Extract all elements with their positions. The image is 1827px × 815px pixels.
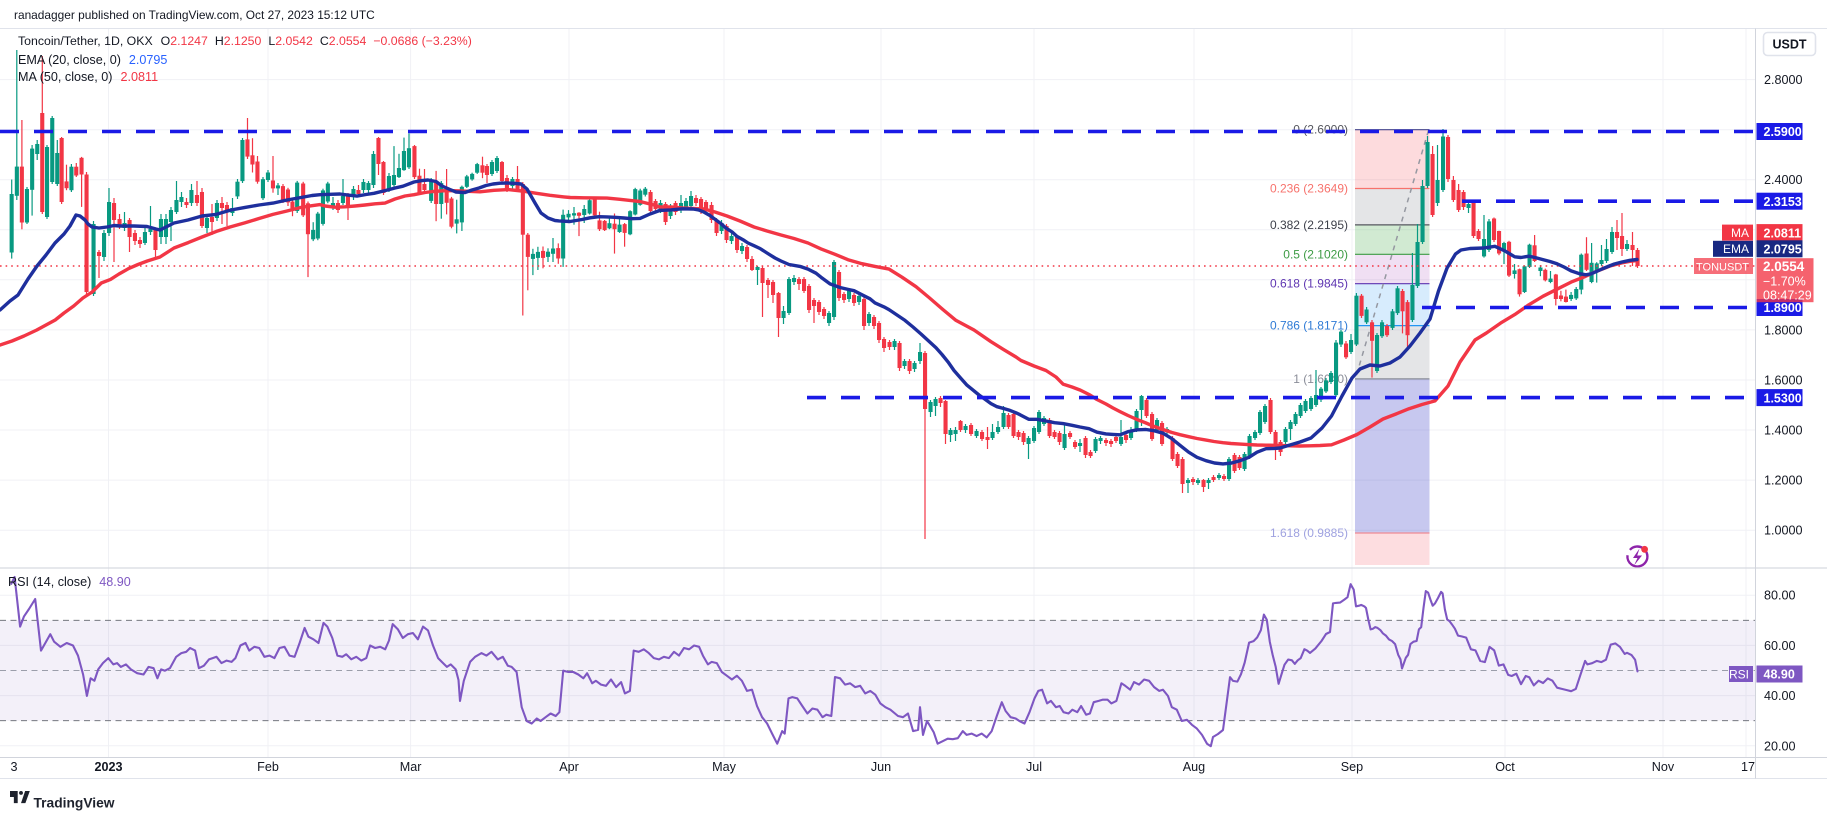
svg-text:Oct: Oct — [1495, 760, 1515, 774]
svg-text:Feb: Feb — [257, 760, 279, 774]
svg-text:2.5900: 2.5900 — [1764, 125, 1802, 139]
svg-text:17: 17 — [1741, 760, 1755, 774]
svg-text:3: 3 — [10, 760, 17, 774]
svg-text:2.0811: 2.0811 — [1764, 226, 1802, 240]
svg-text:Jul: Jul — [1026, 760, 1042, 774]
svg-text:2.4000: 2.4000 — [1764, 173, 1803, 187]
svg-text:USDT: USDT — [1772, 38, 1806, 52]
svg-text:1.8900: 1.8900 — [1764, 301, 1802, 315]
svg-text:ranadagger published on Tradin: ranadagger published on TradingView.com,… — [14, 8, 375, 22]
svg-text:TradingView: TradingView — [34, 796, 115, 811]
svg-text:1.0000: 1.0000 — [1764, 524, 1803, 538]
svg-text:80.00: 80.00 — [1764, 589, 1796, 603]
svg-text:−1.70%: −1.70% — [1763, 274, 1806, 288]
svg-text:0.786 (1.8171): 0.786 (1.8171) — [1270, 319, 1348, 333]
svg-text:1.6000: 1.6000 — [1764, 374, 1803, 388]
svg-text:Apr: Apr — [559, 760, 579, 774]
svg-text:0.236 (2.3649): 0.236 (2.3649) — [1270, 182, 1348, 196]
svg-text:1 (1.6040): 1 (1.6040) — [1293, 372, 1348, 386]
svg-text:Nov: Nov — [1652, 760, 1675, 774]
svg-text:MA (50, close, 0)2.0811: MA (50, close, 0) 2.0811 — [18, 70, 158, 84]
svg-text:EMA: EMA — [1723, 242, 1749, 256]
svg-text:0.5 (2.1020): 0.5 (2.1020) — [1283, 247, 1348, 261]
svg-text:2023: 2023 — [94, 760, 122, 774]
svg-text:Jun: Jun — [871, 760, 891, 774]
svg-text:Mar: Mar — [400, 760, 422, 774]
svg-text:2.0554: 2.0554 — [1763, 259, 1805, 274]
svg-text:0.382 (2.2195): 0.382 (2.2195) — [1270, 218, 1348, 232]
svg-text:1.5300: 1.5300 — [1764, 391, 1802, 405]
svg-text:1.618 (0.9885): 1.618 (0.9885) — [1270, 526, 1348, 540]
svg-text:20.00: 20.00 — [1764, 739, 1796, 753]
svg-text:2.3153: 2.3153 — [1764, 195, 1802, 209]
svg-text:40.00: 40.00 — [1764, 689, 1796, 703]
svg-text:Aug: Aug — [1183, 760, 1205, 774]
svg-text:RSI (14, close)48.90: RSI (14, close) 48.90 — [8, 575, 131, 589]
svg-text:0.618 (1.9845): 0.618 (1.9845) — [1270, 277, 1348, 291]
svg-text:60.00: 60.00 — [1764, 639, 1796, 653]
svg-text:EMA (20, close, 0)2.0795: EMA (20, close, 0) 2.0795 — [18, 53, 167, 67]
svg-text:08:47:29: 08:47:29 — [1763, 288, 1812, 302]
svg-text:TONUSDT: TONUSDT — [1696, 261, 1749, 273]
svg-text:2.0795: 2.0795 — [1764, 243, 1802, 257]
svg-text:2.8000: 2.8000 — [1764, 73, 1803, 87]
svg-text:RSI: RSI — [1729, 667, 1749, 681]
svg-text:1.2000: 1.2000 — [1764, 474, 1803, 488]
svg-text:1.4000: 1.4000 — [1764, 424, 1803, 438]
svg-text:May: May — [712, 760, 736, 774]
svg-text:48.90: 48.90 — [1764, 668, 1795, 682]
svg-text:MA: MA — [1731, 226, 1749, 240]
svg-text:1.8000: 1.8000 — [1764, 323, 1803, 337]
svg-text:Sep: Sep — [1341, 760, 1363, 774]
